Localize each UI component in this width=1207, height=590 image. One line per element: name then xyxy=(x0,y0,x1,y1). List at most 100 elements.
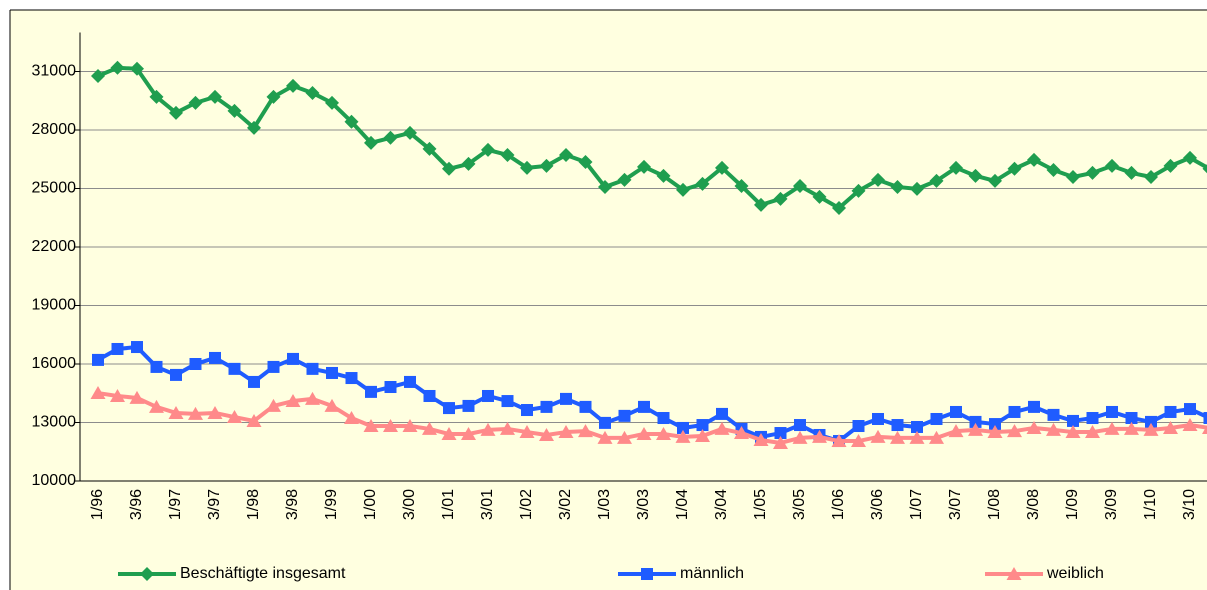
marker xyxy=(383,130,398,145)
marker xyxy=(617,430,632,444)
series-line xyxy=(97,345,1207,444)
marker xyxy=(1066,169,1080,184)
marker xyxy=(207,405,223,419)
y-tick-label: 19000 xyxy=(32,297,77,314)
marker xyxy=(695,428,710,442)
marker xyxy=(578,424,593,438)
marker xyxy=(989,418,1001,431)
series-lines xyxy=(90,60,1207,449)
marker xyxy=(911,420,923,433)
marker xyxy=(365,385,377,398)
x-tick-label: 1/99 xyxy=(323,489,340,520)
marker xyxy=(950,405,962,418)
marker xyxy=(228,362,241,375)
marker xyxy=(480,422,496,436)
marker xyxy=(1104,421,1120,435)
legend-label: weiblich xyxy=(1046,565,1104,582)
x-tick-label: 3/07 xyxy=(947,489,964,520)
marker xyxy=(189,358,202,370)
marker xyxy=(111,342,124,355)
x-tick-label: 3/05 xyxy=(791,489,808,520)
marker xyxy=(715,160,729,175)
marker xyxy=(423,389,436,402)
marker xyxy=(909,430,925,444)
x-tick-label: 1/09 xyxy=(1064,489,1081,520)
marker xyxy=(1007,424,1022,438)
marker xyxy=(1184,403,1196,416)
marker xyxy=(129,390,145,404)
marker xyxy=(168,405,184,419)
marker xyxy=(110,60,125,75)
marker xyxy=(1065,425,1081,439)
marker xyxy=(324,398,340,412)
marker xyxy=(267,360,280,373)
y-tick-label: 13000 xyxy=(32,414,77,431)
marker xyxy=(618,409,631,422)
legend: Beschäftigte insgesamt männlich weiblich xyxy=(118,565,1104,582)
x-tick-label: 3/06 xyxy=(869,489,886,520)
marker xyxy=(110,388,125,402)
x-tick-label: 1/08 xyxy=(986,489,1003,520)
series-line xyxy=(97,391,1207,445)
marker xyxy=(188,95,203,110)
marker xyxy=(812,429,827,443)
marker xyxy=(1046,162,1061,177)
marker xyxy=(598,179,612,194)
marker xyxy=(1028,400,1040,413)
chart-background xyxy=(10,10,1207,590)
marker xyxy=(948,424,964,438)
marker xyxy=(734,178,749,193)
marker xyxy=(1203,412,1207,425)
marker xyxy=(404,375,416,388)
marker xyxy=(930,412,943,425)
marker xyxy=(890,430,905,444)
marker xyxy=(891,419,904,432)
marker xyxy=(521,404,533,417)
marker xyxy=(1026,420,1042,434)
x-tick-label: 1/01 xyxy=(440,489,457,520)
marker xyxy=(403,125,417,140)
marker xyxy=(1086,412,1099,425)
marker xyxy=(987,425,1003,439)
x-tick-label: 1/97 xyxy=(167,489,184,520)
marker xyxy=(383,419,398,433)
marker xyxy=(851,434,866,448)
marker xyxy=(540,400,553,413)
marker xyxy=(422,421,437,435)
marker xyxy=(753,433,769,447)
series-line xyxy=(97,65,1207,210)
marker xyxy=(1183,150,1197,165)
marker xyxy=(852,420,865,433)
marker xyxy=(560,392,572,405)
marker xyxy=(520,160,534,175)
x-tick-label: 3/01 xyxy=(479,489,496,520)
marker xyxy=(1202,425,1207,434)
marker xyxy=(695,176,710,191)
marker xyxy=(131,341,143,354)
marker xyxy=(285,394,301,408)
marker xyxy=(714,421,730,435)
marker xyxy=(812,189,827,204)
marker xyxy=(578,154,593,169)
marker xyxy=(1163,158,1178,173)
marker xyxy=(247,120,261,135)
marker xyxy=(773,191,788,206)
marker xyxy=(130,61,144,76)
marker xyxy=(1007,161,1022,176)
y-tick-label: 28000 xyxy=(32,121,77,138)
marker xyxy=(384,381,397,394)
marker xyxy=(794,419,806,432)
marker xyxy=(344,411,359,425)
marker xyxy=(364,135,378,150)
y-tick-label: 10000 xyxy=(32,472,77,489)
marker xyxy=(286,78,300,93)
marker xyxy=(773,435,788,449)
marker xyxy=(1008,405,1021,418)
marker xyxy=(227,103,242,118)
marker xyxy=(461,156,476,171)
marker xyxy=(1046,422,1061,436)
marker xyxy=(227,410,242,424)
marker xyxy=(306,362,319,375)
marker xyxy=(246,413,262,427)
marker xyxy=(481,142,495,157)
